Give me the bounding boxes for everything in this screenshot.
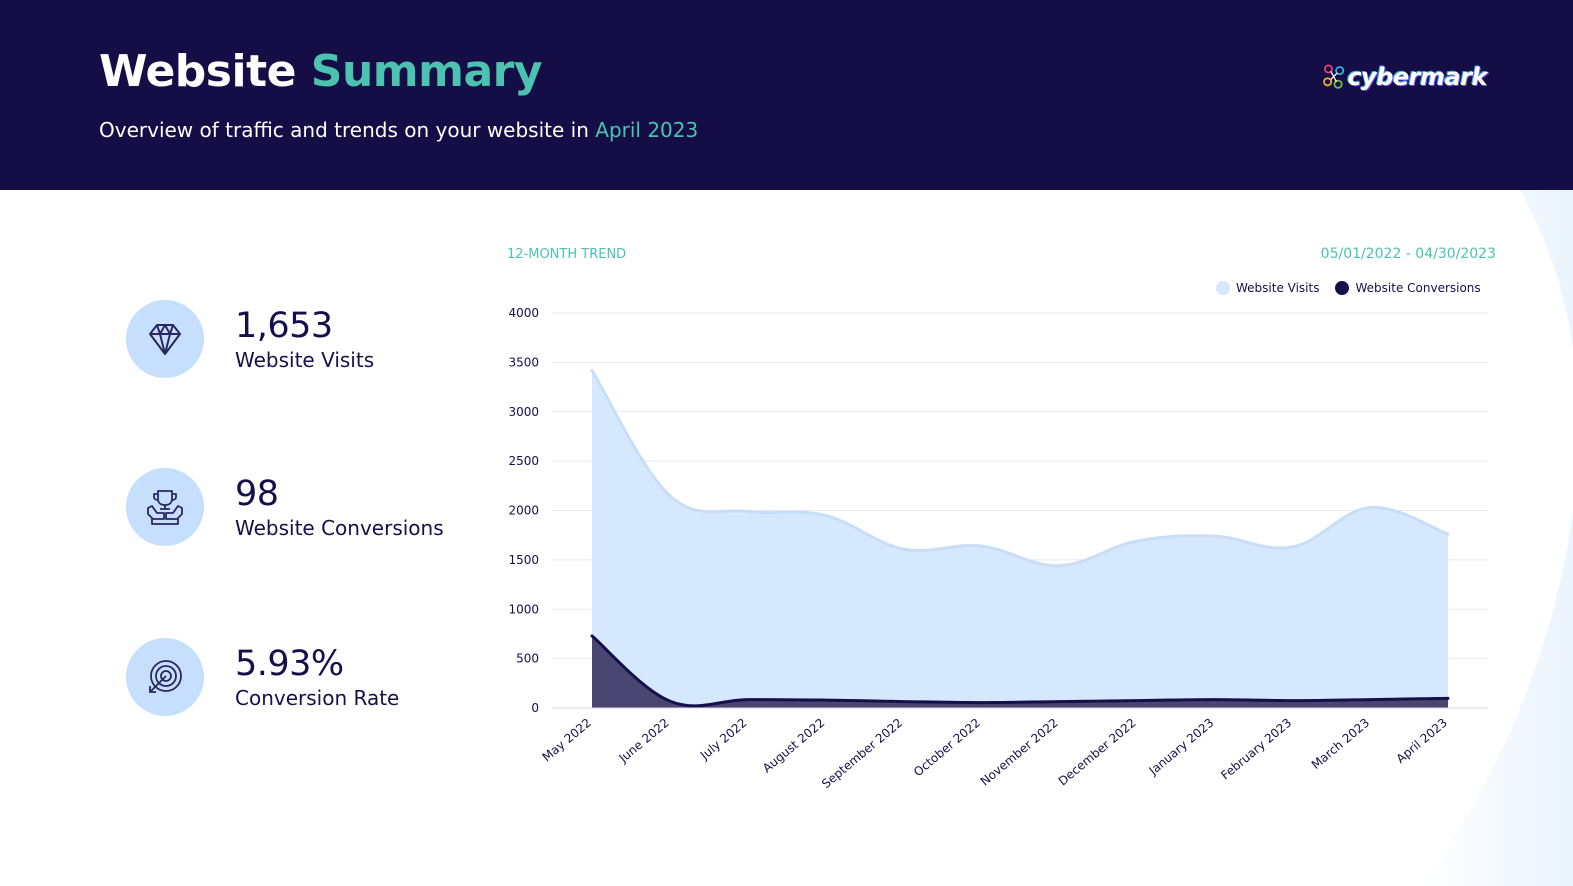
trend-label: 12-MONTH TREND xyxy=(507,247,627,262)
legend-item-conversions: Website Conversions xyxy=(1335,281,1481,295)
x-tick-label: April 2023 xyxy=(1394,716,1450,766)
y-tick-label: 2000 xyxy=(508,504,539,518)
kpi-value: 98 xyxy=(235,474,279,514)
line-visits xyxy=(590,368,1450,568)
kpi-icon-badge xyxy=(126,638,204,716)
x-tick-label: June 2022 xyxy=(616,716,672,766)
area-visits xyxy=(592,370,1448,708)
y-tick-label: 3500 xyxy=(508,355,539,369)
y-tick-label: 500 xyxy=(516,652,539,666)
legend-label-visits: Website Visits xyxy=(1236,281,1320,295)
y-tick-label: 0 xyxy=(531,701,539,715)
x-tick-label: May 2022 xyxy=(540,716,594,765)
legend-swatch-conversions xyxy=(1335,281,1350,295)
logo-molecule-icon xyxy=(1323,64,1345,89)
legend-label-conversions: Website Conversions xyxy=(1355,281,1481,295)
kpi-label: Website Conversions xyxy=(235,516,444,540)
y-tick-label: 2500 xyxy=(508,454,539,468)
legend-swatch-visits xyxy=(1216,281,1230,295)
trophy-hands-icon xyxy=(147,490,183,525)
subtitle-text: Overview of traffic and trends on your w… xyxy=(99,118,589,142)
x-tick-label: October 2022 xyxy=(911,716,983,780)
target-icon xyxy=(149,660,182,693)
y-tick-label: 1500 xyxy=(508,553,539,567)
kpi-label: Website Visits xyxy=(235,348,375,372)
header-banner: Website Summary Overview of traffic and … xyxy=(0,0,1573,190)
kpi-icon-badge xyxy=(126,300,204,378)
page-subtitle: Overview of traffic and trends on your w… xyxy=(99,118,698,142)
kpi-label: Conversion Rate xyxy=(235,686,400,710)
x-tick-label: February 2023 xyxy=(1218,716,1294,783)
x-tick-label: March 2023 xyxy=(1309,716,1372,772)
y-tick-label: 3000 xyxy=(508,405,539,419)
subtitle-month: April 2023 xyxy=(595,118,699,142)
date-range: 05/01/2022 - 04/30/2023 xyxy=(1320,246,1496,262)
x-tick-label: December 2022 xyxy=(1056,716,1139,789)
x-tick-label: September 2022 xyxy=(819,716,905,791)
chart-legend: Website Visits Website Conversions xyxy=(1216,279,1497,297)
x-tick-label: July 2022 xyxy=(697,716,750,763)
kpi-value: 5.93% xyxy=(235,644,344,684)
x-tick-label: November 2022 xyxy=(978,716,1061,789)
line-conversions xyxy=(590,634,1450,708)
kpi-website-conversions: 98 Website Conversions xyxy=(126,468,486,548)
kpi-icon-badge xyxy=(126,468,204,546)
diamond-icon xyxy=(149,324,181,355)
y-tick-label: 4000 xyxy=(508,306,539,320)
title-main: Website xyxy=(99,46,296,97)
trend-area-chart: 0 500 1000 1500 2000 2500 3000 3500 4000 May 2022… xyxy=(508,306,1488,791)
x-tick-label: August 2022 xyxy=(760,716,827,776)
kpi-website-visits: 1,653 Website Visits xyxy=(126,300,486,380)
brand-logo: cybermark xyxy=(1322,58,1487,96)
x-tick-label: January 2023 xyxy=(1146,716,1217,779)
legend-item-visits: Website Visits xyxy=(1216,281,1319,295)
kpi-conversion-rate: 5.93% Conversion Rate xyxy=(126,638,486,718)
title-accent: Summary xyxy=(310,46,543,97)
logo-wordmark: cybermark xyxy=(1347,63,1487,91)
kpi-value: 1,653 xyxy=(235,306,333,346)
y-tick-label: 1000 xyxy=(508,602,539,616)
page-title: Website Summary xyxy=(99,46,543,97)
